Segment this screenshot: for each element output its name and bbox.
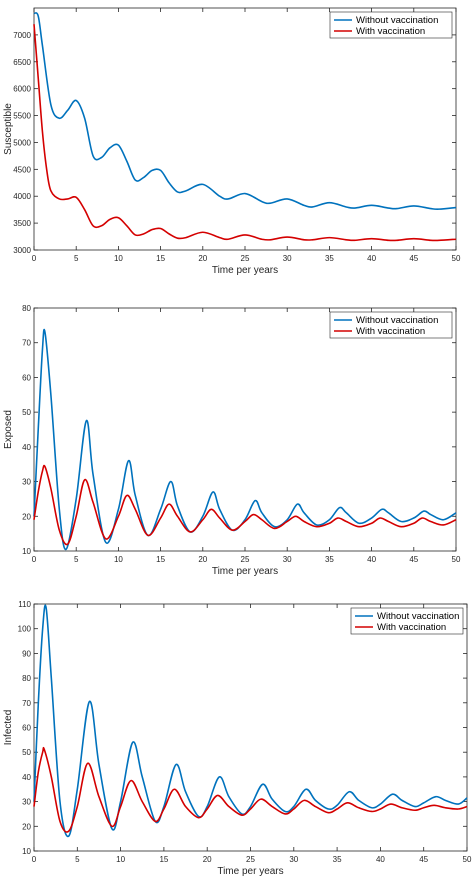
- x-tick-label: 45: [419, 855, 428, 864]
- legend-box: [350, 607, 464, 635]
- x-tick-label: 20: [198, 555, 207, 564]
- y-axis-label: Susceptible: [3, 103, 14, 155]
- series-line-without-vaccination: [33, 328, 457, 551]
- x-tick-label: 5: [75, 855, 80, 864]
- y-tick-label: 80: [22, 674, 31, 683]
- legend-entry: With vaccination: [356, 326, 425, 337]
- y-tick-label: 100: [18, 625, 32, 634]
- y-tick-label: 80: [22, 304, 31, 313]
- x-axis-label: Time per years: [212, 265, 278, 276]
- x-tick-label: 30: [283, 555, 292, 564]
- y-tick-label: 30: [22, 478, 31, 487]
- y-tick-label: 40: [22, 773, 31, 782]
- y-axis-label: Infected: [3, 710, 14, 746]
- x-axis-label: Time per years: [217, 866, 283, 877]
- x-tick-label: 35: [333, 855, 342, 864]
- y-tick-label: 6000: [13, 85, 31, 94]
- y-tick-label: 50: [22, 408, 31, 417]
- x-tick-label: 50: [463, 855, 472, 864]
- series-line-with-vaccination: [33, 464, 457, 546]
- x-tick-label: 15: [156, 555, 165, 564]
- chart-panel-3: 0 5 10 15 20 25 30 35 40 45 50 10 20 30 40 50 60 70 80 90 10…: [3, 600, 472, 877]
- chart-panel-2: 0 5 10 15 20 25 30 35 40 45 50 10 20 30 40 50 60 70 80 Time…: [3, 304, 461, 577]
- y-tick-label: 10: [22, 847, 31, 856]
- y-tick-label: 5500: [13, 112, 31, 121]
- y-tick-label: 20: [22, 822, 31, 831]
- y-tick-label: 30: [22, 798, 31, 807]
- series-line-with-vaccination: [33, 746, 468, 833]
- y-tick-label: 110: [18, 600, 31, 609]
- plot-area: [33, 7, 457, 251]
- legend-entry: Without vaccination: [377, 611, 459, 622]
- y-tick-label: 60: [22, 724, 31, 733]
- x-tick-label: 20: [203, 855, 212, 864]
- x-tick-label: 0: [32, 254, 37, 263]
- plot-area: [33, 603, 468, 852]
- x-tick-label: 35: [325, 555, 334, 564]
- x-tick-label: 45: [409, 254, 418, 263]
- y-tick-label: 4000: [13, 192, 31, 201]
- legend-box: [329, 11, 453, 39]
- y-tick-label: 4500: [13, 165, 31, 174]
- x-tick-label: 20: [198, 254, 207, 263]
- y-tick-label: 20: [22, 512, 31, 521]
- y-tick-label: 70: [22, 699, 31, 708]
- chart-panel-1: 0 5 10 15 20 25 30 35 40 45 50 3000 3500 4000 4500 5000…: [3, 7, 461, 276]
- x-tick-label: 10: [114, 555, 123, 564]
- y-tick-label: 6500: [13, 58, 31, 67]
- x-tick-label: 10: [116, 855, 125, 864]
- y-axis-label: Exposed: [3, 410, 14, 449]
- x-tick-label: 50: [452, 555, 461, 564]
- x-tick-label: 5: [74, 555, 79, 564]
- x-tick-label: 15: [156, 254, 165, 263]
- x-tick-label: 25: [241, 555, 250, 564]
- legend-entry: With vaccination: [377, 622, 446, 633]
- x-tick-label: 40: [367, 555, 376, 564]
- x-tick-label: 0: [32, 555, 37, 564]
- x-tick-label: 50: [452, 254, 461, 263]
- legend-entry: With vaccination: [356, 26, 425, 37]
- legend-box: [329, 311, 453, 339]
- series-line-without-vaccination: [33, 604, 468, 838]
- legend-entry: Without vaccination: [356, 15, 438, 26]
- y-tick-label: 10: [22, 547, 31, 556]
- y-tick-label: 3500: [13, 219, 31, 228]
- x-tick-label: 30: [283, 254, 292, 263]
- x-tick-label: 30: [289, 855, 298, 864]
- x-tick-label: 10: [114, 254, 123, 263]
- x-tick-label: 40: [367, 254, 376, 263]
- series-line-with-vaccination: [33, 24, 457, 242]
- y-tick-label: 90: [22, 649, 31, 658]
- y-tick-label: 70: [22, 339, 31, 348]
- x-tick-label: 15: [159, 855, 168, 864]
- x-tick-label: 40: [376, 855, 385, 864]
- y-tick-label: 50: [22, 748, 31, 757]
- y-tick-label: 3000: [13, 246, 31, 255]
- y-tick-label: 40: [22, 443, 31, 452]
- y-tick-label: 5000: [13, 138, 31, 147]
- x-tick-label: 45: [409, 555, 418, 564]
- y-tick-label: 60: [22, 373, 31, 382]
- x-tick-label: 5: [74, 254, 79, 263]
- series-line-without-vaccination: [33, 12, 457, 210]
- y-tick-label: 7000: [13, 31, 31, 40]
- x-tick-label: 25: [241, 254, 250, 263]
- x-tick-label: 0: [32, 855, 37, 864]
- x-tick-label: 35: [325, 254, 334, 263]
- x-axis-label: Time per years: [212, 566, 278, 577]
- x-tick-label: 25: [246, 855, 255, 864]
- legend-entry: Without vaccination: [356, 315, 438, 326]
